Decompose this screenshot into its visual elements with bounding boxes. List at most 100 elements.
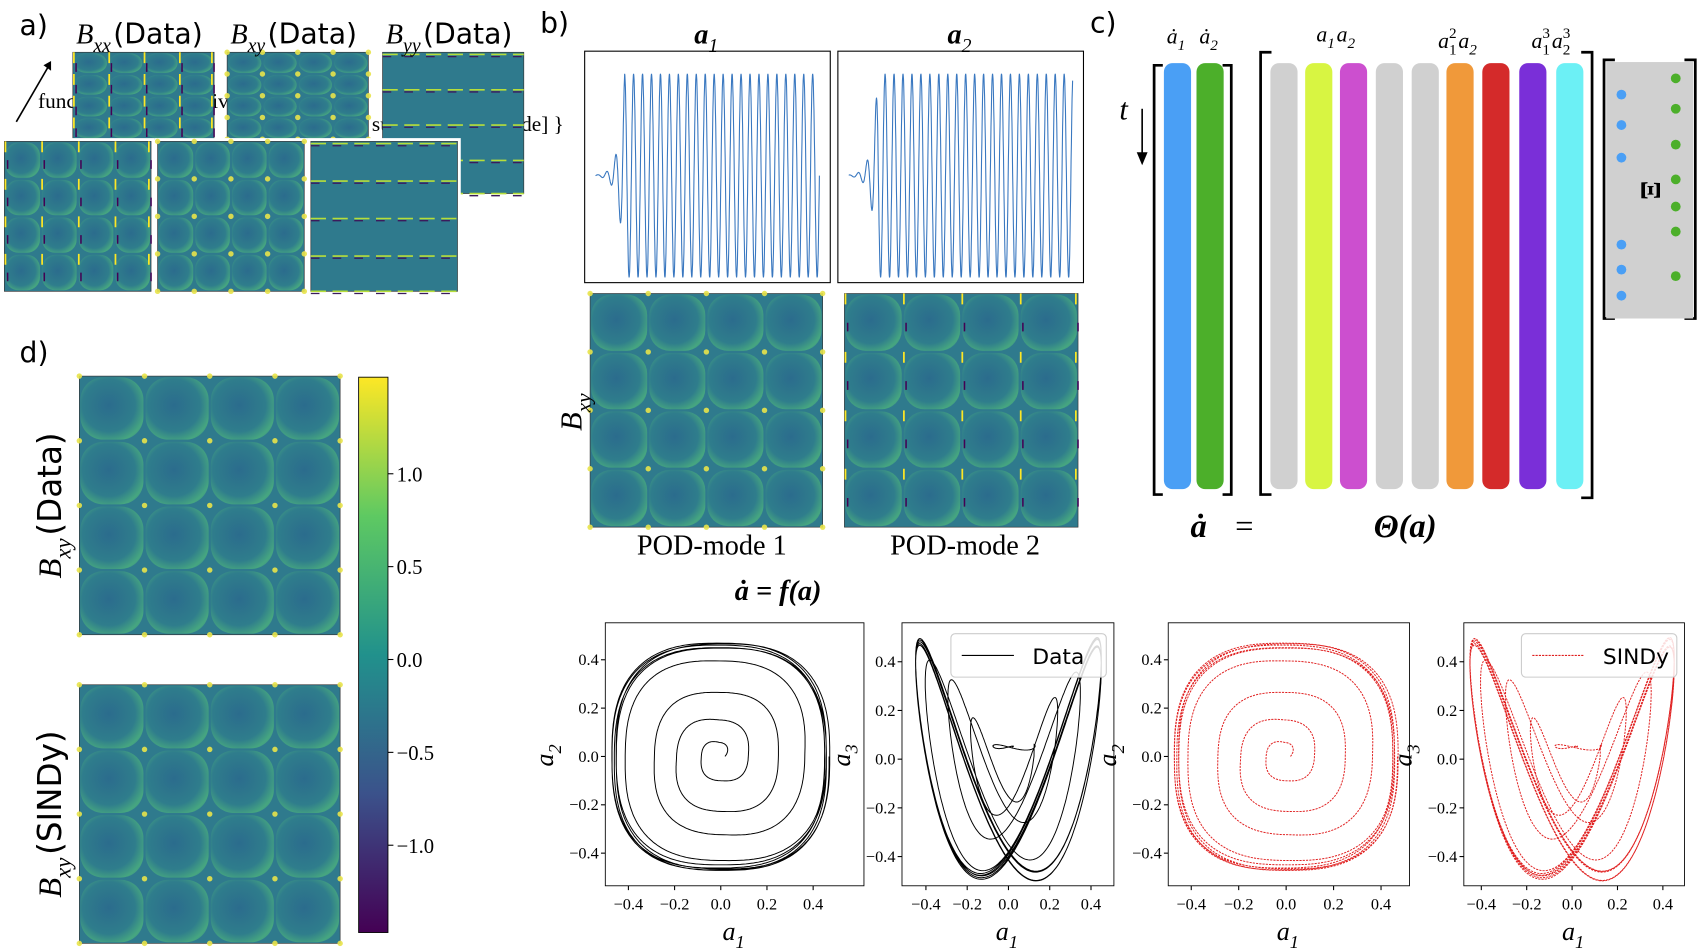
plot-frame	[1167, 622, 1410, 887]
hotspot	[76, 746, 83, 753]
spacer	[1093, 742, 1122, 744]
hotspot	[761, 524, 768, 530]
hotspot	[207, 373, 213, 379]
spacer	[827, 742, 856, 744]
hotspot	[228, 213, 234, 220]
symbol: a	[1532, 29, 1543, 53]
panel-label: d)	[20, 336, 49, 369]
x-tick-label: −0.2	[660, 895, 690, 914]
subscript: 2	[962, 35, 972, 57]
subscript: xy	[572, 393, 596, 413]
heatmap-cell	[5, 179, 40, 216]
heatmap-cell	[276, 879, 340, 943]
hotspot	[76, 632, 83, 638]
x-tick-label: −0.2	[952, 895, 982, 914]
heatmap-cell	[268, 142, 304, 178]
legend-label: SINDy	[1603, 645, 1669, 670]
hotspot	[259, 71, 266, 77]
hotspot	[337, 682, 343, 688]
spacer	[33, 855, 69, 858]
spacer	[564, 95, 567, 129]
heatmap-cell	[144, 53, 178, 73]
hotspot	[141, 373, 148, 379]
heatmap-cell	[210, 879, 274, 943]
heatmap-cell	[210, 685, 274, 749]
heatmap-cell	[962, 353, 1019, 410]
hotspot	[330, 71, 336, 77]
hotspot	[191, 213, 197, 220]
suffix: (SINDy)	[31, 730, 69, 855]
hotspot	[819, 290, 826, 297]
x-tick-label: 0.0	[711, 895, 731, 914]
x-tick-label: 0.4	[1653, 895, 1673, 914]
colorbar-tick-label: 1.0	[397, 464, 423, 486]
hotspot	[272, 876, 278, 882]
x-tick-label: 0.0	[1562, 895, 1582, 914]
symbol: a	[530, 753, 559, 766]
hotspot	[191, 288, 197, 295]
library-column	[1339, 63, 1368, 490]
hotspot	[141, 502, 148, 509]
hotspot	[330, 114, 336, 121]
spacer	[1389, 742, 1418, 744]
hotspot	[224, 93, 230, 99]
subscript: 2	[1469, 41, 1477, 58]
spacer	[1584, 917, 1586, 946]
heatmap-cell	[144, 96, 178, 117]
hotspot	[76, 811, 83, 817]
spacer	[530, 742, 559, 744]
hotspot	[191, 138, 197, 145]
heatmap-cell	[73, 53, 108, 73]
heatmap-cell	[144, 75, 178, 95]
time-arrow	[15, 67, 49, 123]
heatmap-cell	[210, 441, 274, 505]
superscript: 3	[1542, 25, 1550, 42]
library-column	[1163, 63, 1192, 490]
heatmap-cell	[158, 217, 194, 253]
heatmap-cell	[5, 217, 40, 253]
y-tick-label: −0.4	[1428, 847, 1458, 866]
heatmap	[72, 51, 215, 140]
hotspot	[703, 407, 710, 414]
symbol: a	[1093, 753, 1122, 766]
hotspot	[259, 49, 266, 55]
heatmap-cell	[276, 685, 340, 749]
hotspot	[272, 502, 278, 509]
spacer	[1477, 29, 1479, 53]
symbol: a	[827, 753, 856, 766]
hotspot	[264, 213, 271, 220]
hotspot	[141, 682, 148, 688]
heatmap-cell	[109, 53, 143, 73]
equation-lhs: ȧ	[1191, 509, 1207, 545]
y-tick-label: 0.0	[1437, 750, 1457, 769]
hotspot	[337, 567, 343, 573]
heatmap-cell	[707, 469, 764, 527]
hotspot	[224, 114, 230, 121]
hotspot	[141, 940, 148, 947]
heatmap-cell	[80, 377, 144, 440]
heatmap-cell	[158, 254, 194, 291]
heatmap-cell	[80, 815, 144, 878]
hotspot	[191, 176, 197, 182]
hotspot	[761, 349, 768, 355]
subscript: 2	[1108, 744, 1128, 753]
heatmap-cell	[765, 294, 822, 351]
heatmap-cell	[268, 254, 304, 291]
heatmap-cell	[42, 217, 77, 253]
heatmap-cell	[228, 53, 262, 73]
heatmap-cell	[263, 118, 297, 139]
hotspot	[207, 940, 213, 947]
library-column	[1375, 63, 1403, 490]
heatmap-cell	[228, 75, 262, 95]
subscript: 3	[1403, 744, 1423, 754]
symbol: a	[1458, 29, 1469, 53]
hotspot	[76, 438, 83, 444]
library-column	[1270, 63, 1298, 490]
series-title: a2	[947, 20, 973, 57]
heatmap-cell	[276, 815, 340, 878]
hotspot	[207, 438, 213, 444]
heatmap-cell	[649, 411, 706, 468]
subscript: xy	[247, 35, 266, 57]
hotspot	[301, 213, 308, 220]
y-tick-label: 0.4	[1437, 652, 1457, 671]
